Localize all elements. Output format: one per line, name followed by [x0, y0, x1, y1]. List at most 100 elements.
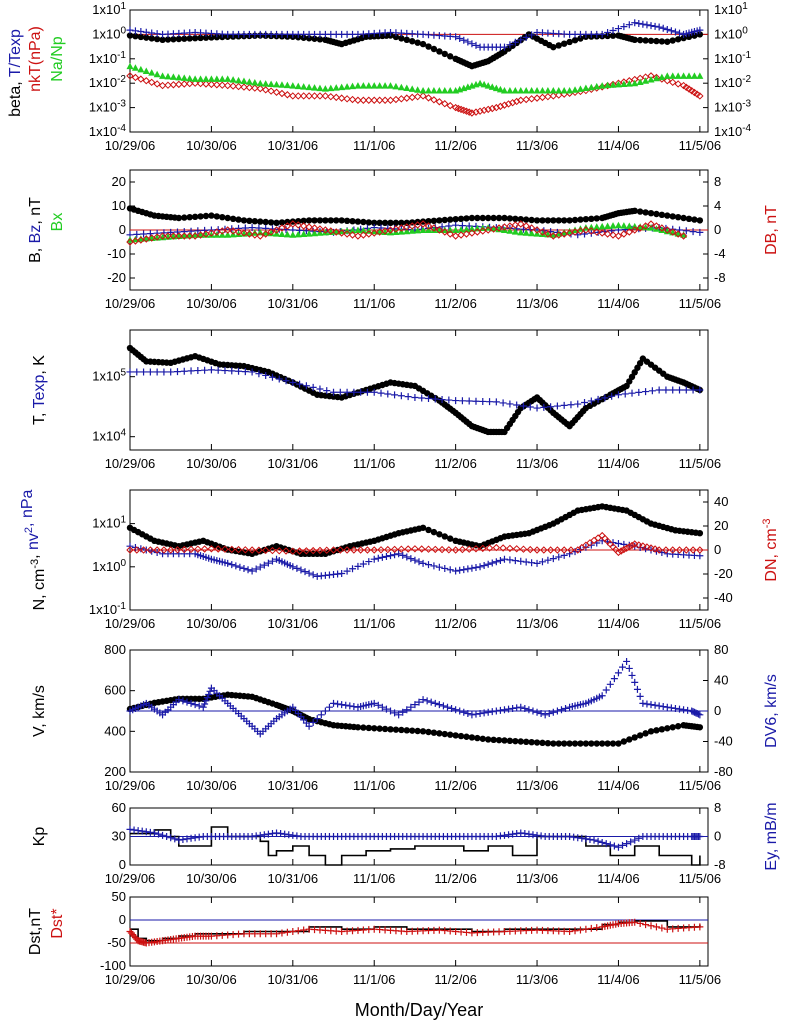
- B-series-2-point: [473, 224, 481, 232]
- N-series-2-point: [479, 544, 487, 553]
- V-xtick-label: 11/5/06: [679, 778, 721, 793]
- beta-series-1-point: [659, 24, 667, 32]
- B-ytick-label: 10: [112, 198, 126, 213]
- B-series-0-point: [468, 214, 476, 222]
- beta-series-3-point: [387, 82, 395, 89]
- B-series-2-point: [446, 226, 454, 233]
- B-series-0-point: [305, 217, 313, 224]
- beta-series-2-point: [484, 105, 492, 114]
- B-xtick-label: 10/30/06: [186, 296, 237, 311]
- B-series-3-point: [261, 230, 270, 238]
- B-series-3-point: [614, 232, 623, 240]
- B-series-3-point: [278, 224, 286, 232]
- V-series-1-point: [500, 706, 508, 714]
- B-series-0-point: [517, 216, 524, 223]
- Dst-ytick-label: 0: [119, 912, 126, 927]
- T-series-1-point: [411, 393, 419, 401]
- T-series-1-point: [424, 395, 432, 403]
- V-series-1-point: [541, 711, 549, 719]
- N-series-2-point: [643, 543, 651, 551]
- T-series-1-point: [187, 367, 195, 375]
- T-series-1-point: [173, 368, 181, 376]
- B-series-0-point: [267, 219, 275, 226]
- beta-series-3-point: [549, 87, 557, 94]
- B-series-3-point: [424, 222, 433, 230]
- beta-series-2-point: [158, 81, 167, 90]
- Dst-series-1-point: [652, 923, 660, 931]
- V-series-1-point: [639, 699, 647, 707]
- B-series-0-point: [327, 217, 335, 224]
- beta-series-0-point: [685, 33, 693, 41]
- beta-series-0-point: [436, 48, 443, 55]
- N-series-2-point: [625, 543, 634, 551]
- V-series-1-point: [201, 700, 209, 708]
- beta-series-3-point: [359, 82, 367, 89]
- N-series-1-point: [528, 559, 536, 567]
- N-series-1-point: [430, 562, 438, 570]
- V-series-0-point: [609, 740, 617, 747]
- beta-series-3-point: [419, 87, 427, 94]
- T-series-1-point: [533, 404, 541, 412]
- B-xtick-label: 11/4/06: [597, 296, 639, 311]
- V-series-1-point: [525, 706, 533, 714]
- B-series-1-point: [445, 222, 453, 230]
- N-series-1-point: [484, 560, 492, 568]
- V-series-1-point: [460, 708, 468, 716]
- V-series-0-point: [474, 734, 481, 742]
- B-series-0-point: [463, 215, 470, 222]
- Kp-series-1-point: [594, 837, 602, 845]
- V-series-0-point: [577, 740, 584, 747]
- V-series-0-point: [533, 739, 541, 746]
- V-series-1-point: [378, 703, 386, 711]
- beta-series-0-point: [305, 35, 313, 42]
- B-series-3-point: [538, 228, 547, 236]
- T-series-1-point: [472, 397, 480, 405]
- V-series-0-point: [457, 732, 465, 740]
- beta-series-2-point: [164, 81, 172, 89]
- N-series-2-point: [133, 546, 141, 554]
- beta-series-2-point: [480, 106, 488, 115]
- Dst-ytick-label: -100: [100, 958, 126, 973]
- N-series-0-point: [696, 529, 704, 537]
- N-series-2-point: [356, 546, 365, 554]
- B-series-2-point: [278, 230, 286, 237]
- B-series-0-point: [550, 217, 557, 224]
- T-series-1-point: [479, 397, 487, 405]
- B-series-3-point: [169, 232, 178, 240]
- T-series-1-point: [465, 397, 473, 405]
- V-series-0-point: [398, 726, 405, 734]
- B-series-2-point: [414, 226, 422, 234]
- B-series-0-point: [213, 213, 221, 220]
- B-xtick-label: 10/31/06: [268, 296, 319, 311]
- Kp-xtick-label: 11/3/06: [516, 871, 558, 886]
- beta-series-0-point: [398, 35, 405, 42]
- beta-series-1-point: [500, 43, 508, 51]
- beta-series-2-point: [153, 80, 161, 88]
- N-series-2-point: [622, 544, 631, 552]
- B-series-3-point: [544, 230, 552, 238]
- Kp-xtick-label: 10/31/06: [268, 871, 319, 886]
- beta-series-2-point: [522, 95, 530, 104]
- B-series-0-point: [647, 210, 655, 217]
- B-series-0-point: [333, 217, 340, 224]
- B-series-0-point: [376, 219, 383, 226]
- beta-series-2-point: [430, 96, 438, 104]
- beta-series-0-point: [191, 34, 199, 42]
- beta-series-3-point: [658, 73, 666, 81]
- beta-series-2-point: [256, 84, 264, 93]
- B-series-2-point: [283, 230, 291, 238]
- Dst-series-1-point: [273, 930, 281, 938]
- B-series-2-point: [680, 231, 688, 238]
- B-series-0-point: [387, 219, 394, 226]
- beta-series-3-point: [311, 84, 319, 91]
- T-series-1-point: [316, 385, 324, 393]
- N-series-2-point: [370, 546, 378, 554]
- N-series-1-point: [492, 558, 500, 566]
- beta-series-3-point: [441, 87, 449, 94]
- T-series-1-point: [241, 368, 249, 376]
- beta-series-0-point: [642, 37, 649, 44]
- B-series-0-point: [490, 214, 497, 222]
- B-series-0-point: [588, 215, 595, 222]
- V-series-1-point: [628, 671, 636, 679]
- beta-series-3-point: [647, 76, 655, 83]
